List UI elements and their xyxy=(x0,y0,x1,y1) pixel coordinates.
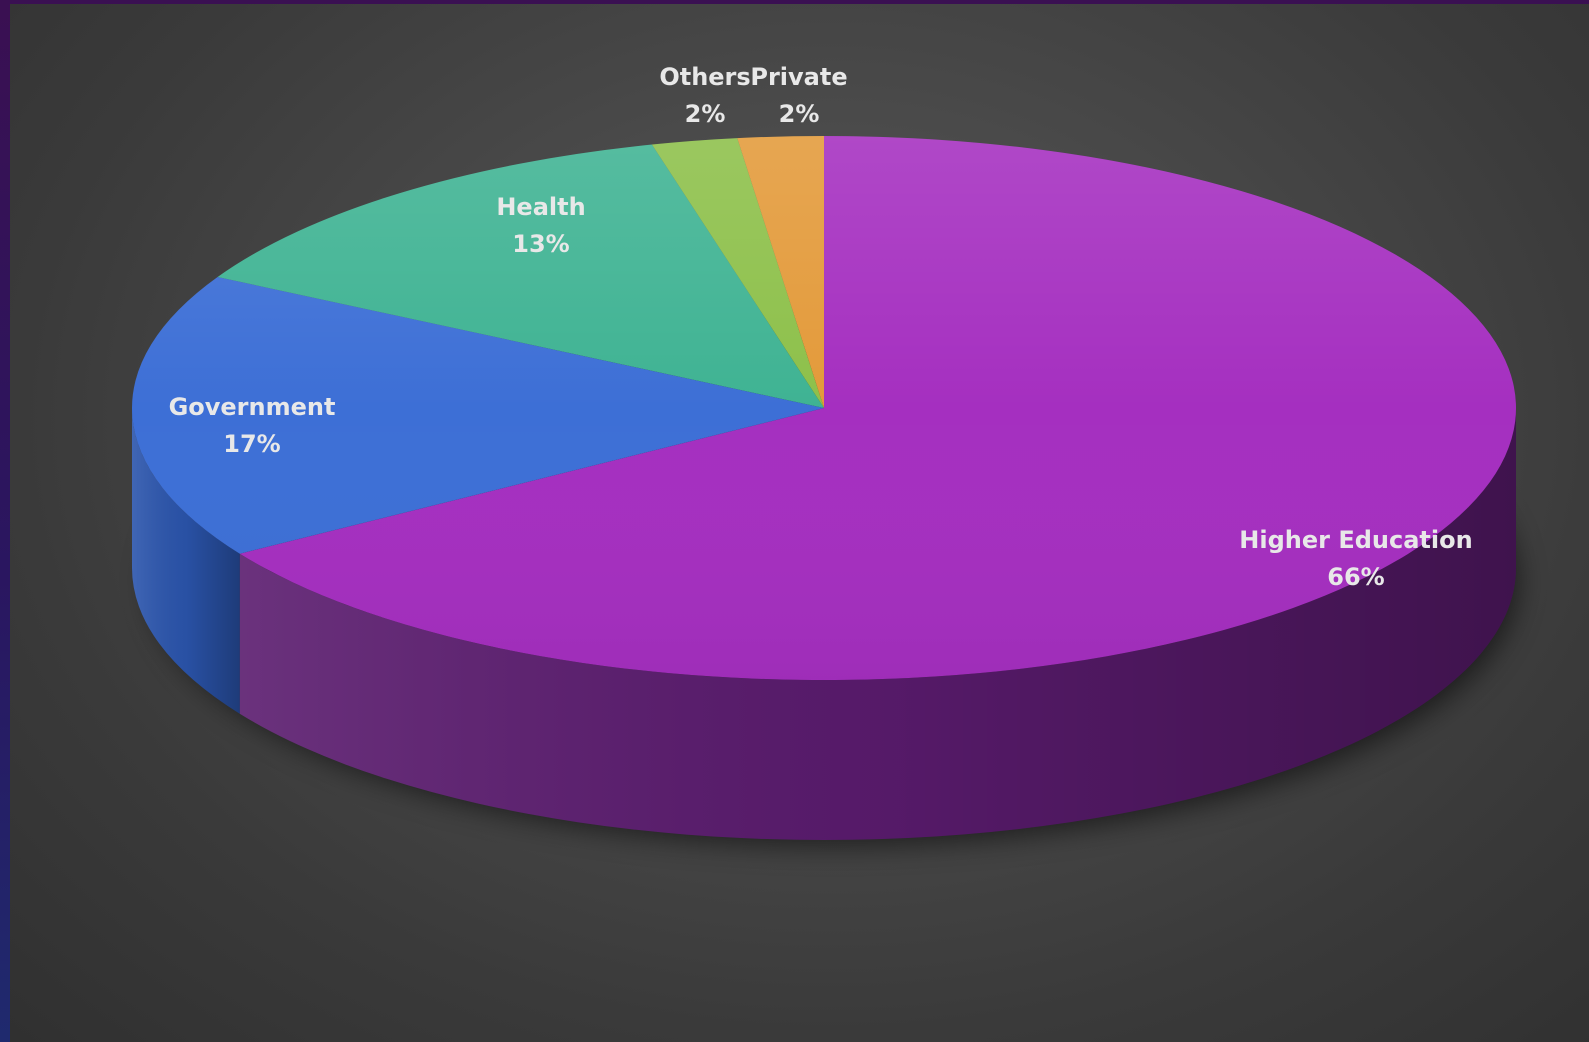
pie-side-shade xyxy=(239,408,1516,840)
slice-label-others: Others xyxy=(659,63,750,91)
slice-label-government: Government xyxy=(169,393,336,421)
slice-value-higher-education: 66% xyxy=(1327,563,1384,591)
slice-value-health: 13% xyxy=(512,230,569,258)
slice-value-others: 2% xyxy=(685,100,726,128)
pie-top-gloss xyxy=(132,136,1516,680)
slice-value-private: 2% xyxy=(779,100,820,128)
slice-value-government: 17% xyxy=(223,430,280,458)
slice-label-private: Private xyxy=(750,63,847,91)
pie-side-shade xyxy=(132,408,240,714)
slice-label-health: Health xyxy=(496,193,585,221)
slice-label-higher-education: Higher Education xyxy=(1239,526,1472,554)
